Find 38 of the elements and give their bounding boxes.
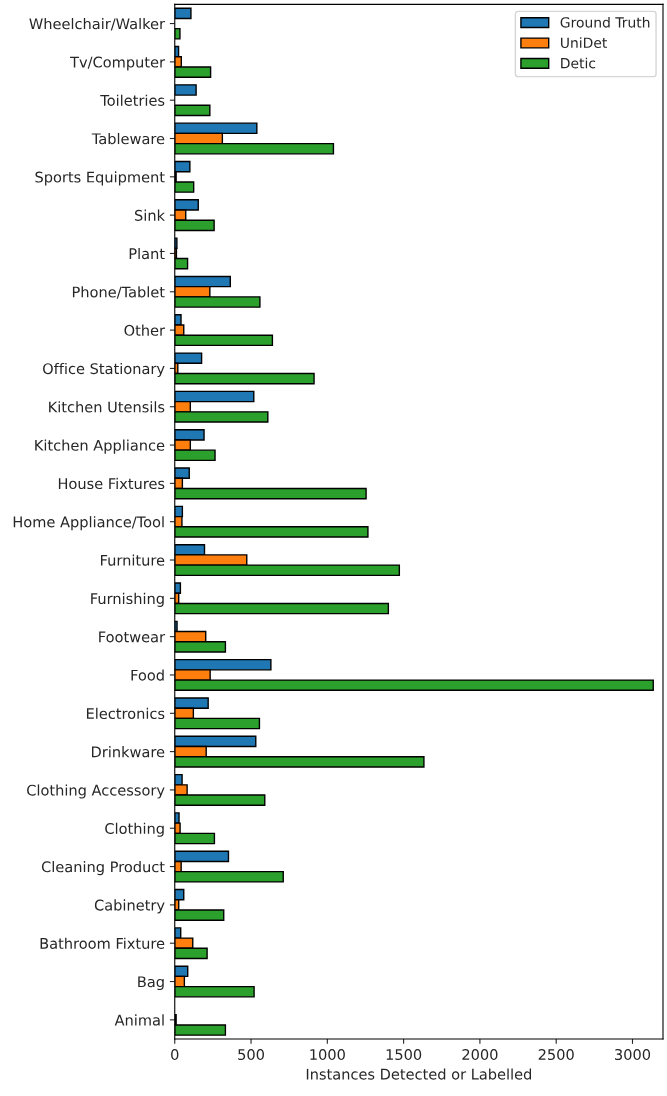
y-tick-label: Furniture <box>101 554 165 566</box>
y-tick-label: Other <box>124 324 166 336</box>
y-tick-label: Food <box>131 669 164 681</box>
y-tick-label: Kitchen Utensils <box>49 401 165 413</box>
y-tick-label: Sink <box>135 209 165 221</box>
x-tick-label: 500 <box>238 1048 264 1061</box>
y-tick-label: Cleaning Product <box>41 861 165 876</box>
x-axis-title: Instances Detected or Labelled <box>306 1068 532 1080</box>
y-tick-label: Phone/Tablet <box>72 286 165 299</box>
y-tick-label: House Fixtures <box>58 477 165 490</box>
y-tick-label: Toiletries <box>100 94 165 106</box>
y-tick-label: Electronics <box>86 707 165 720</box>
x-tick-label: 2000 <box>462 1048 498 1061</box>
x-tick-label: 3000 <box>615 1048 651 1061</box>
y-tick-label: Tv/Computer <box>70 56 166 71</box>
y-tick-label: Drinkware <box>92 746 165 758</box>
y-tick-label: Tableware <box>91 132 165 145</box>
y-tick-label: Furnishing <box>91 592 164 607</box>
y-tick-label: Animal <box>114 1014 164 1026</box>
y-tick-label: Plant <box>129 247 165 260</box>
y-tick-label: Footwear <box>99 631 166 643</box>
x-tick-label: 1000 <box>310 1048 345 1061</box>
y-tick-label: Clothing <box>105 822 164 837</box>
x-tick-label: 0 <box>171 1048 179 1061</box>
legend-label: UniDet <box>561 37 607 49</box>
y-tick-label: Sports Equipment <box>35 171 165 186</box>
x-tick-label: 1500 <box>386 1048 422 1061</box>
x-tick-label: 2500 <box>538 1048 574 1061</box>
y-tick-label: Cabinetry <box>94 899 165 914</box>
y-tick-label: Wheelchair/Walker <box>29 18 166 31</box>
y-tick-label: Kitchen Appliance <box>35 439 165 454</box>
legend-label: Ground Truth <box>560 16 650 28</box>
y-tick-label: Office Stationary <box>43 362 165 377</box>
y-tick-label: Bag <box>138 976 164 991</box>
y-tick-label: Home Appliance/Tool <box>13 516 164 531</box>
y-tick-label: Clothing Accessory <box>27 784 165 799</box>
y-tick-label: Bathroom Fixture <box>40 937 165 949</box>
legend-label: Detic <box>561 57 596 69</box>
